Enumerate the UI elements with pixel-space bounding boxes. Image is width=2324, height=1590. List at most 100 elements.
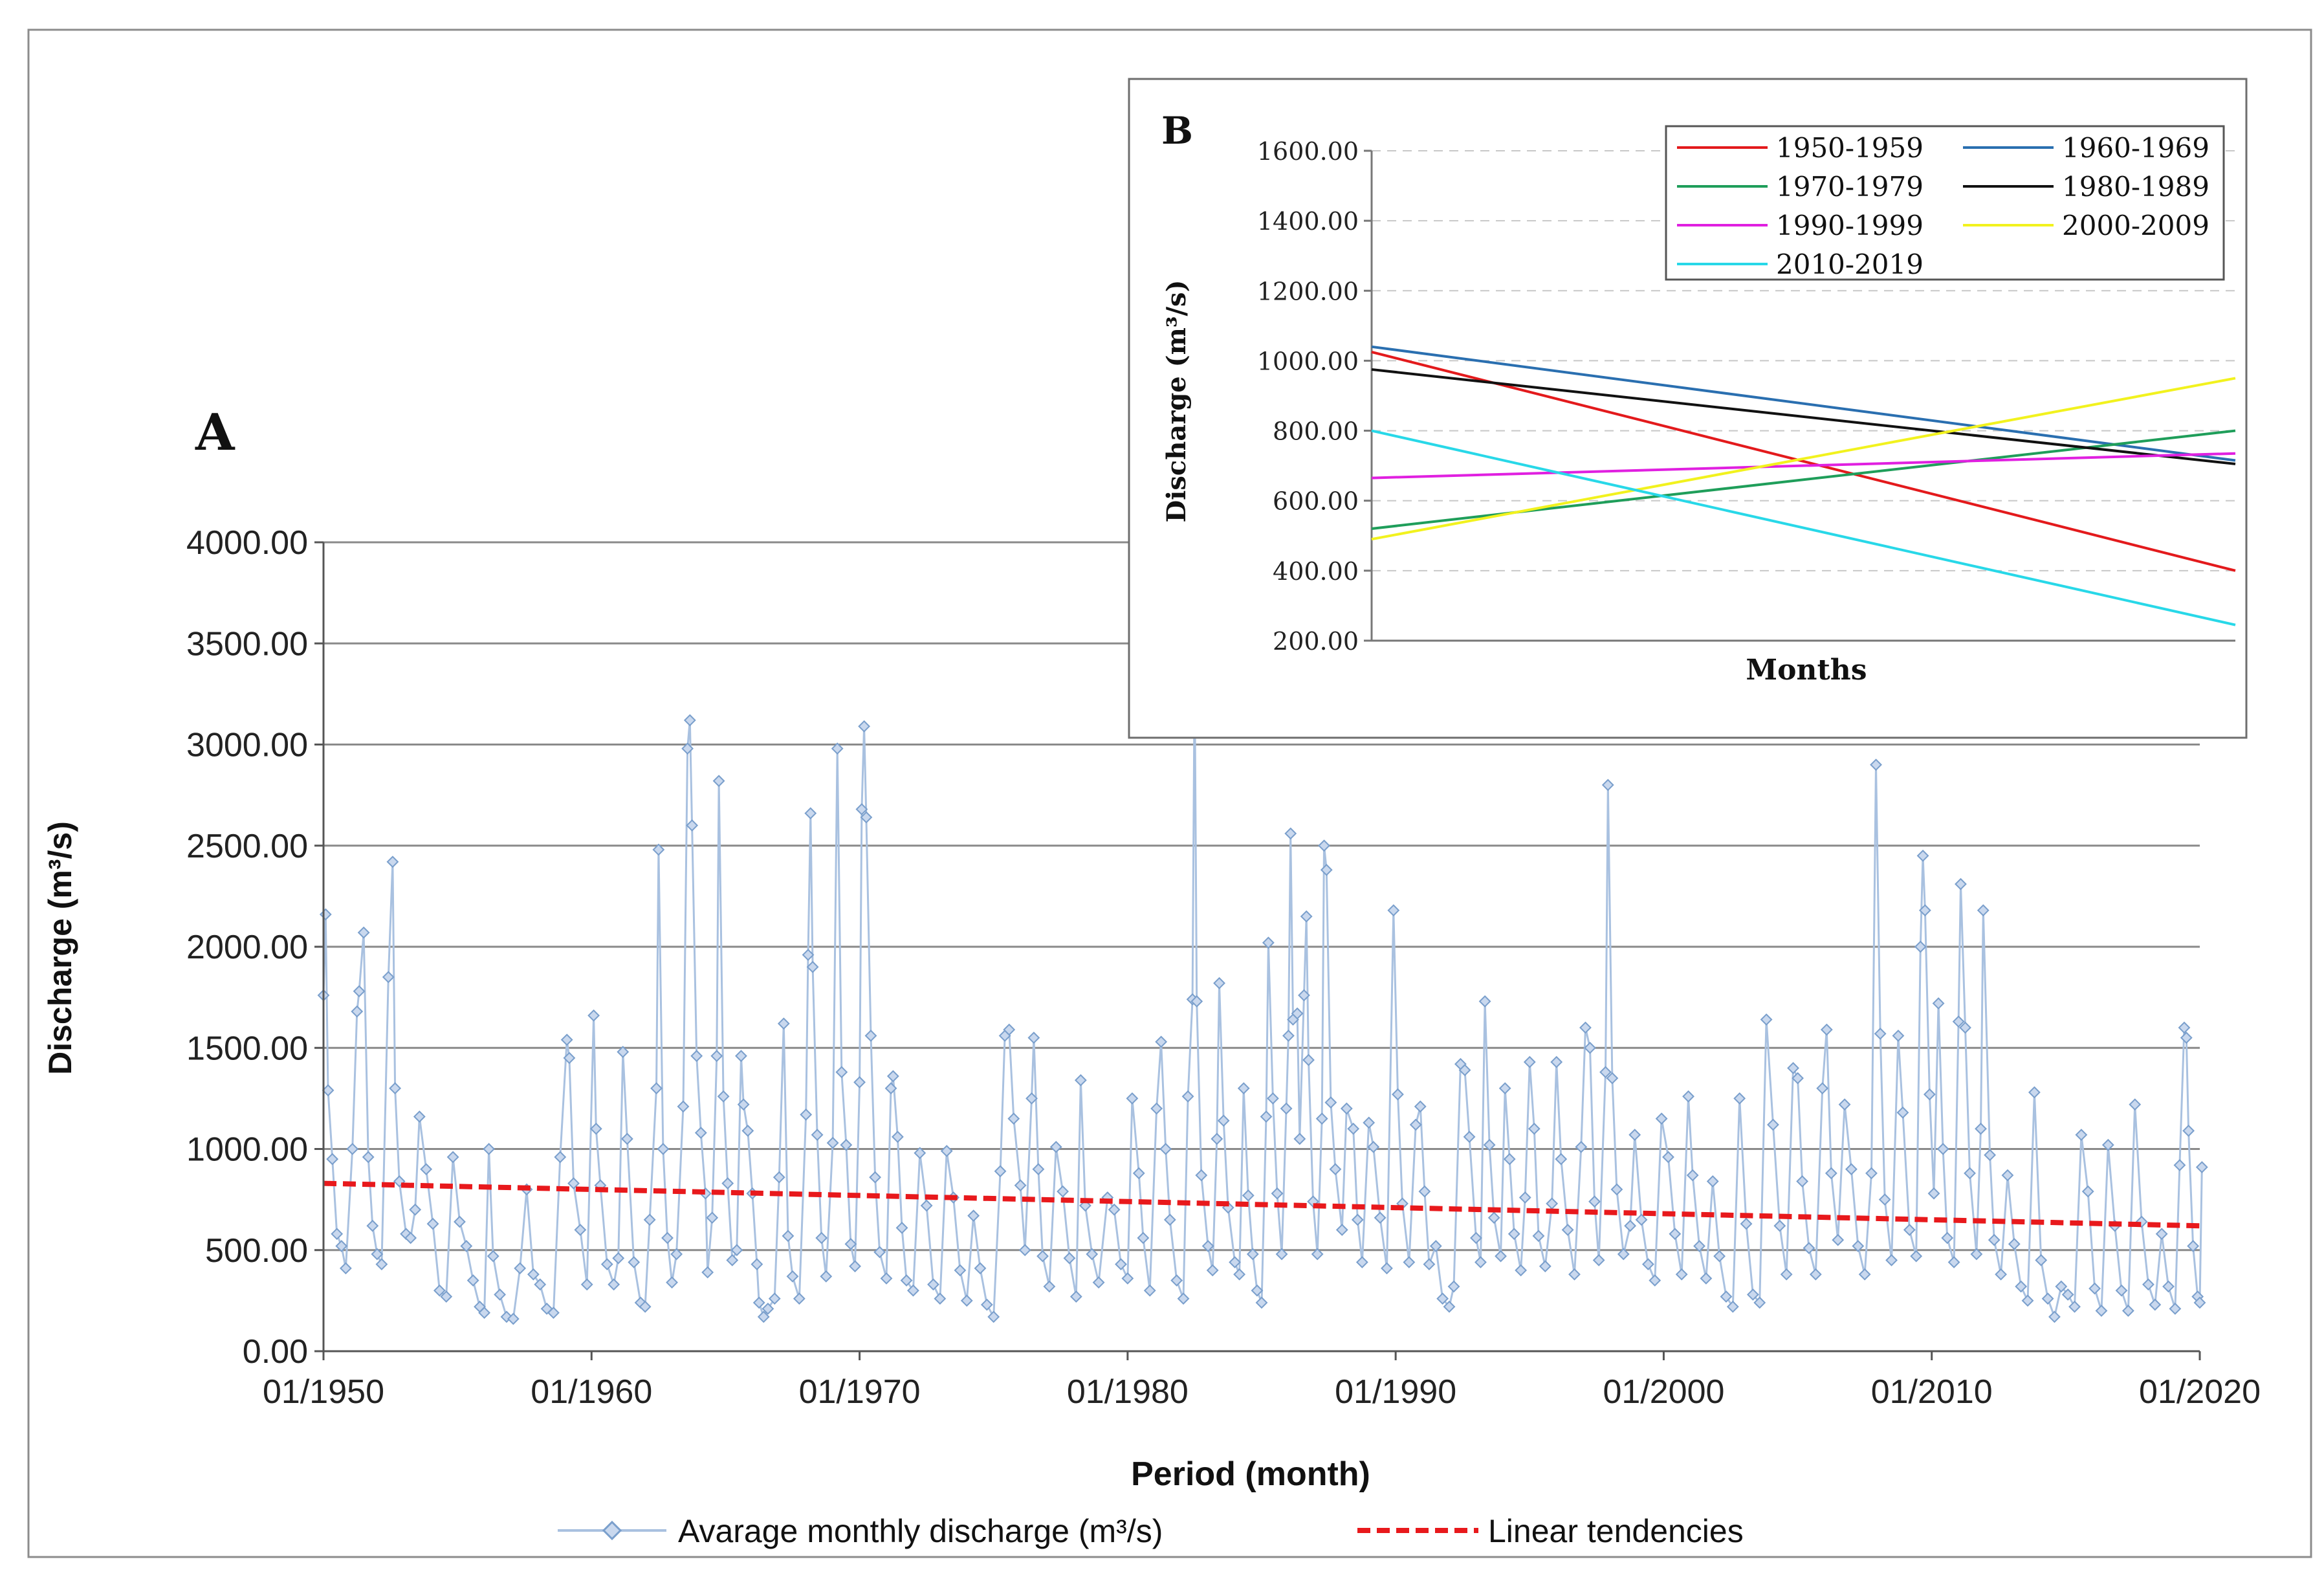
legend-discharge-marker xyxy=(602,1520,622,1541)
discharge-point xyxy=(1201,1240,1214,1252)
discharge-point xyxy=(954,1264,967,1277)
discharge-point xyxy=(600,1258,613,1271)
panel-a-y-tick-label: 3000.00 xyxy=(186,727,308,764)
discharge-point xyxy=(840,1138,853,1151)
discharge-point xyxy=(420,1163,433,1176)
discharge-point xyxy=(786,1270,799,1283)
discharge-point xyxy=(741,1124,754,1137)
discharge-point xyxy=(934,1292,947,1305)
discharge-point xyxy=(757,1310,770,1323)
discharge-point xyxy=(1463,1131,1476,1143)
discharge-point xyxy=(2149,1298,2162,1311)
discharge-point xyxy=(773,1171,785,1184)
discharge-point xyxy=(1311,1248,1324,1261)
discharge-point xyxy=(1669,1228,1682,1241)
discharge-point xyxy=(1282,1030,1295,1042)
discharge-point xyxy=(1069,1290,1082,1303)
discharge-point xyxy=(1617,1248,1630,1261)
discharge-point xyxy=(1796,1175,1809,1187)
discharge-point xyxy=(2061,1288,2074,1301)
legend-trend-label: Linear tendencies xyxy=(1488,1513,1744,1549)
discharge-point xyxy=(726,1253,739,1266)
discharge-point xyxy=(1043,1280,1056,1293)
discharge-point xyxy=(1181,1090,1194,1103)
discharge-point xyxy=(804,807,817,820)
discharge-point xyxy=(1970,1248,1983,1261)
discharge-point xyxy=(1177,1292,1190,1305)
panel-b-y-tick-label: 200.00 xyxy=(1273,627,1359,656)
discharge-point xyxy=(1838,1098,1851,1111)
discharge-point xyxy=(2015,1280,2028,1293)
discharge-point xyxy=(1458,1064,1471,1077)
discharge-point xyxy=(980,1298,993,1311)
discharge-point xyxy=(940,1145,953,1158)
discharge-point xyxy=(1825,1167,1837,1180)
panel-a-x-tick-label: 01/1950 xyxy=(263,1373,384,1411)
discharge-point xyxy=(2101,1138,2114,1151)
discharge-point xyxy=(1392,1088,1404,1101)
discharge-point xyxy=(1018,1244,1031,1257)
discharge-point xyxy=(460,1240,473,1252)
discharge-point xyxy=(1150,1102,1163,1115)
discharge-point xyxy=(1495,1250,1507,1263)
discharge-point xyxy=(1340,1102,1353,1115)
discharge-point xyxy=(1092,1276,1105,1289)
discharge-point xyxy=(1532,1230,1545,1242)
discharge-point xyxy=(1280,1102,1293,1115)
discharge-point xyxy=(686,819,699,832)
discharge-point xyxy=(1483,1138,1496,1151)
discharge-point xyxy=(815,1231,828,1244)
discharge-point xyxy=(389,1082,402,1095)
discharge-point xyxy=(1507,1228,1520,1241)
discharge-point xyxy=(587,1009,600,1022)
discharge-point xyxy=(375,1258,388,1271)
discharge-point xyxy=(1809,1268,1822,1281)
discharge-point xyxy=(1049,1140,1062,1153)
discharge-point xyxy=(1298,989,1310,1002)
discharge-point xyxy=(2121,1305,2134,1317)
discharge-point xyxy=(873,1246,886,1259)
discharge-point xyxy=(1195,1169,1208,1182)
discharge-point xyxy=(2180,1032,2193,1044)
discharge-point xyxy=(844,1237,857,1250)
discharge-point xyxy=(1074,1074,1087,1087)
discharge-point xyxy=(1588,1195,1601,1208)
discharge-point xyxy=(1329,1163,1342,1176)
discharge-point xyxy=(1858,1268,1871,1281)
discharge-point xyxy=(2008,1237,2021,1250)
discharge-point xyxy=(820,1270,833,1283)
discharge-point xyxy=(371,1248,384,1261)
discharge-point xyxy=(1700,1272,1713,1285)
discharge-point xyxy=(1478,995,1491,1008)
discharge-point xyxy=(1213,977,1225,989)
discharge-point xyxy=(351,1005,364,1018)
discharge-point xyxy=(895,1221,908,1234)
panel-b-y-tick-label: 1400.00 xyxy=(1257,207,1359,236)
discharge-point xyxy=(1845,1163,1858,1176)
discharge-point xyxy=(860,811,873,824)
discharge-point xyxy=(1941,1231,1954,1244)
discharge-point xyxy=(886,1070,899,1083)
discharge-point xyxy=(2081,1185,2094,1198)
discharge-point xyxy=(580,1278,593,1291)
discharge-point xyxy=(974,1262,987,1275)
discharge-point xyxy=(2178,1021,2191,1034)
discharge-point xyxy=(1832,1233,1845,1246)
discharge-point xyxy=(319,908,332,921)
legend-label-2000-2009: 2000-2009 xyxy=(2062,210,2209,241)
discharge-point xyxy=(1988,1233,2001,1246)
discharge-point xyxy=(1284,827,1297,840)
discharge-point xyxy=(628,1256,641,1268)
discharge-point xyxy=(339,1262,352,1275)
panel-b-y-tick-label: 1600.00 xyxy=(1257,137,1359,166)
discharge-point xyxy=(826,1136,839,1149)
panel-a-y-tick-label: 3500.00 xyxy=(186,625,308,663)
discharge-point xyxy=(1429,1240,1442,1252)
discharge-point xyxy=(1190,995,1203,1008)
discharge-point xyxy=(1121,1272,1134,1285)
discharge-point xyxy=(1773,1219,1786,1232)
discharge-point xyxy=(1211,1132,1223,1145)
discharge-point xyxy=(426,1217,439,1230)
discharge-point xyxy=(1753,1296,1766,1309)
discharge-point xyxy=(768,1292,781,1305)
